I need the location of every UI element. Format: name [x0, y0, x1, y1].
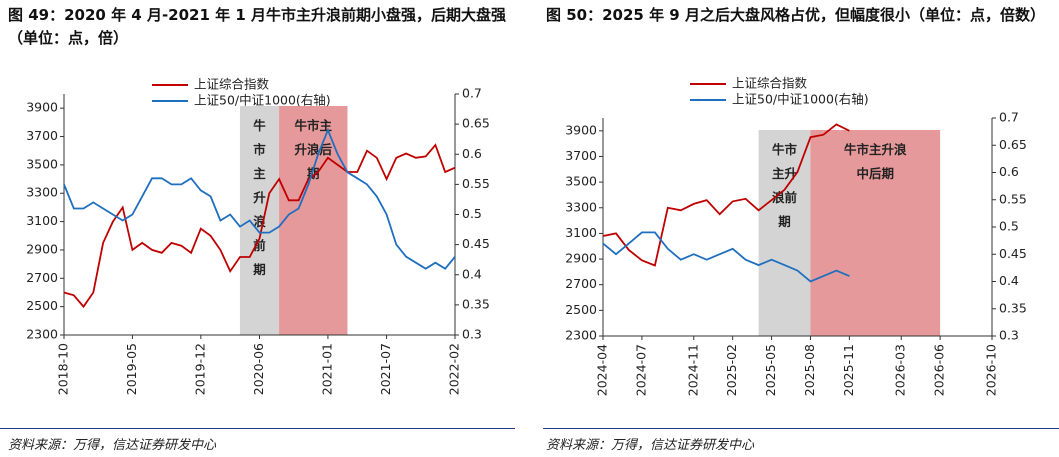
y2-tick-label: 0.35	[999, 300, 1027, 315]
region-label: 牛市主升浪前期	[772, 142, 798, 229]
y-tick-label: 3700	[26, 128, 58, 143]
x-tick-label: 2025-11	[841, 344, 856, 396]
y2-tick-label: 0.55	[462, 176, 490, 191]
y-tick-label: 3100	[26, 213, 58, 228]
source: 资料来源：万得，信达证券研发中心	[546, 438, 755, 453]
region-label-line: 升	[253, 190, 266, 205]
region-label: 牛市主升浪前期	[253, 118, 266, 277]
y-tick-label: 3900	[26, 100, 58, 115]
y-tick-label: 3300	[26, 185, 58, 200]
y-tick-label: 2500	[565, 302, 597, 317]
x-tick-label: 2020-06	[251, 343, 266, 395]
y2-tick-label: 0.65	[999, 137, 1027, 152]
y2-tick-label: 0.35	[462, 296, 490, 311]
x-tick-label: 2024-11	[685, 344, 700, 396]
divider	[543, 428, 1059, 429]
y-tick-label: 2500	[26, 298, 58, 313]
x-tick-label: 2021-01	[319, 343, 334, 395]
shaded-region	[239, 106, 280, 335]
x-tick-label: 2025-02	[724, 344, 739, 396]
x-tick-label: 2024-07	[633, 344, 648, 396]
y2-tick-label: 0.5	[999, 219, 1019, 234]
y2-tick-label: 0.7	[999, 110, 1019, 125]
x-tick-label: 2022-02	[447, 343, 462, 395]
y2-tick-label: 0.4	[999, 273, 1019, 288]
y2-tick-label: 0.3	[462, 327, 482, 342]
x-tick-label: 2019-05	[124, 343, 139, 395]
y2-tick-label: 0.45	[999, 246, 1027, 261]
region-label-line: 牛	[253, 118, 266, 133]
shaded-region	[279, 106, 348, 335]
divider	[0, 428, 515, 429]
y-tick-label: 3900	[565, 122, 597, 137]
chart-title: 图 50：2025 年 9 月之后大盘风格占优，但幅度很小（单位：点，倍数）	[546, 6, 1045, 24]
legend-label: 上证综合指数	[194, 77, 270, 92]
y2-tick-label: 0.3	[999, 328, 1019, 343]
series-line	[63, 127, 456, 270]
legend-label: 上证50/中证1000(右轴)	[194, 93, 331, 108]
region-label-line: 主升	[772, 166, 798, 181]
region-label: 牛市主升浪后期	[295, 118, 333, 181]
x-tick-label: 2024-04	[595, 344, 610, 396]
legend-label: 上证50/中证1000(右轴)	[732, 92, 869, 107]
legend-label: 上证综合指数	[732, 76, 808, 91]
region-label: 牛市主升浪中后期	[844, 142, 907, 181]
region-label-line: 升浪后	[295, 142, 333, 157]
y2-tick-label: 0.55	[999, 191, 1027, 206]
x-tick-label: 2021-07	[378, 343, 393, 395]
series-line	[602, 231, 850, 283]
y-tick-label: 2700	[26, 270, 58, 285]
region-label-line: 前	[253, 238, 266, 253]
region-label-line: 期	[253, 262, 266, 277]
region-label-line: 牛市主升浪	[844, 142, 907, 157]
shaded-region	[758, 130, 811, 336]
y2-tick-label: 0.4	[462, 266, 482, 281]
region-label-line: 市	[253, 142, 266, 157]
x-tick-label: 2019-12	[192, 343, 207, 395]
x-tick-label: 2026-03	[893, 344, 908, 396]
y-tick-label: 3500	[565, 174, 597, 189]
series-line	[602, 123, 850, 267]
y2-tick-label: 0.7	[462, 86, 482, 101]
shaded-region	[810, 130, 941, 336]
y-tick-label: 2900	[26, 241, 58, 256]
x-tick-label: 2025-05	[763, 344, 778, 396]
x-tick-label: 2026-06	[932, 344, 947, 396]
y-tick-label: 2900	[565, 251, 597, 266]
y-tick-label: 2300	[26, 327, 58, 342]
x-tick-label: 2018-10	[56, 343, 71, 395]
series-line	[63, 143, 456, 309]
y-tick-label: 3100	[565, 225, 597, 240]
y2-tick-label: 0.6	[999, 164, 1019, 179]
region-label-line: 牛市	[772, 142, 798, 157]
y-tick-label: 2700	[565, 276, 597, 291]
y-tick-label: 2300	[565, 328, 597, 343]
y-tick-label: 3500	[26, 156, 58, 171]
region-label-line: 浪前	[772, 190, 798, 205]
chart-title: 图 49：2020 年 4 月-2021 年 1 月牛市主升浪前期小盘强，后期大…	[8, 6, 507, 47]
y-tick-label: 3300	[565, 199, 597, 214]
region-label-line: 中后期	[857, 166, 895, 181]
y2-tick-label: 0.5	[462, 206, 482, 221]
y2-tick-label: 0.45	[462, 236, 490, 251]
x-tick-label: 2025-08	[802, 344, 817, 396]
region-label-line: 牛市主	[295, 118, 333, 133]
y2-tick-label: 0.65	[462, 116, 490, 131]
y-tick-label: 3700	[565, 148, 597, 163]
source: 资料来源：万得，信达证券研发中心	[8, 438, 217, 453]
y2-tick-label: 0.6	[462, 146, 482, 161]
region-label-line: 主	[253, 166, 266, 181]
x-tick-label: 2026-10	[984, 344, 999, 396]
region-label-line: 期	[778, 214, 791, 229]
